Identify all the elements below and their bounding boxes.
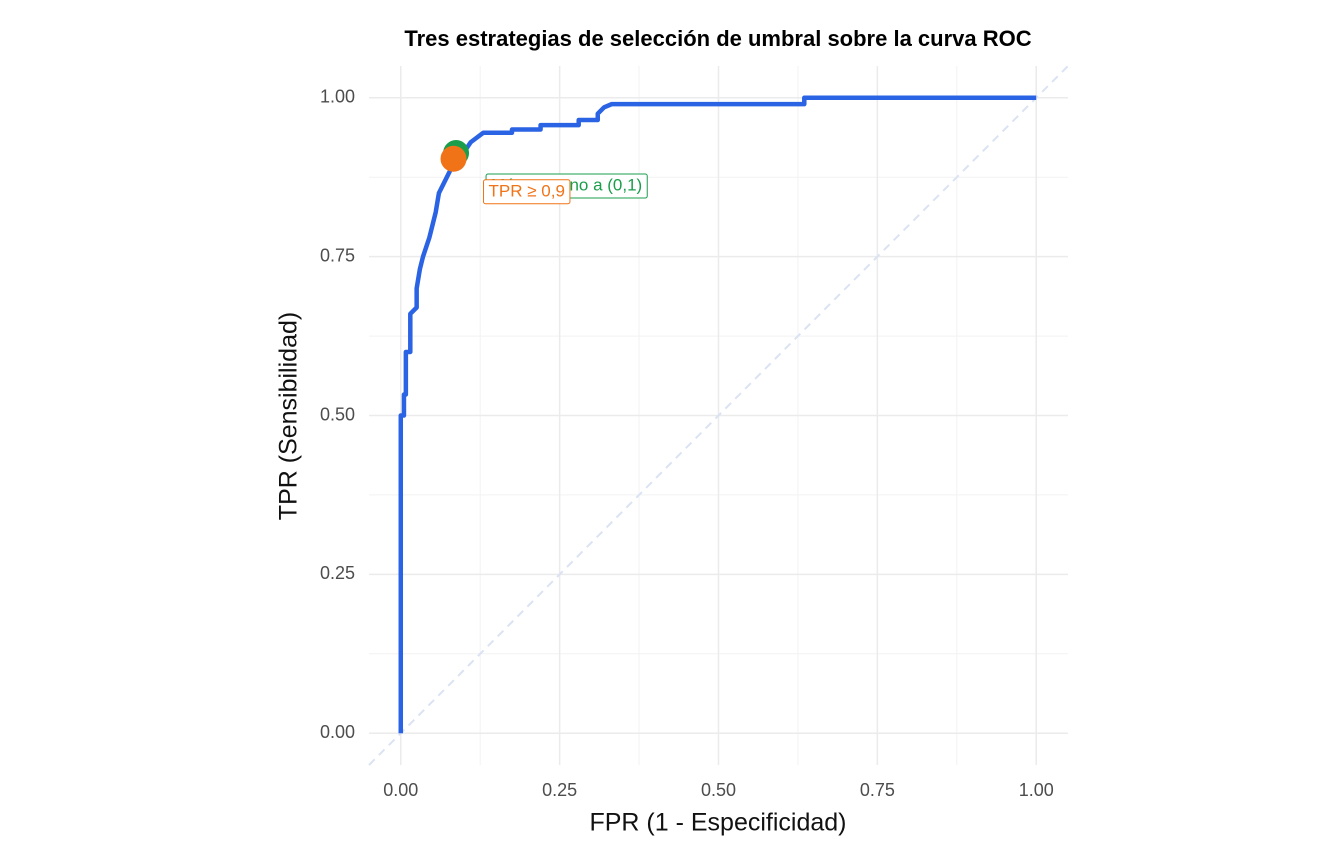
diagonal-reference <box>368 65 1069 766</box>
x-tick-label: 0.00 <box>383 780 418 800</box>
x-tick-label: 0.25 <box>542 780 577 800</box>
point-label: TPR ≥ 0,9 <box>489 181 565 200</box>
x-tick-label: 1.00 <box>1019 780 1054 800</box>
x-tick-label: 0.50 <box>701 780 736 800</box>
y-tick-label: 0.50 <box>320 404 355 424</box>
point-label-group: TPR ≥ 0,9 <box>483 179 571 205</box>
y-tick-label: 0.00 <box>320 722 355 742</box>
chart-title: Tres estrategias de selección de umbral … <box>404 26 1031 51</box>
point-label-box <box>483 179 571 205</box>
x-tick-label: 0.75 <box>860 780 895 800</box>
y-tick-label: 1.00 <box>320 87 355 107</box>
threshold-point <box>440 145 467 172</box>
y-axis-title: TPR (Sensibilidad) <box>275 312 303 520</box>
y-tick-label: 0.75 <box>320 245 355 265</box>
y-tick-label: 0.25 <box>320 563 355 583</box>
x-axis-title: FPR (1 - Especificidad) <box>589 809 846 837</box>
